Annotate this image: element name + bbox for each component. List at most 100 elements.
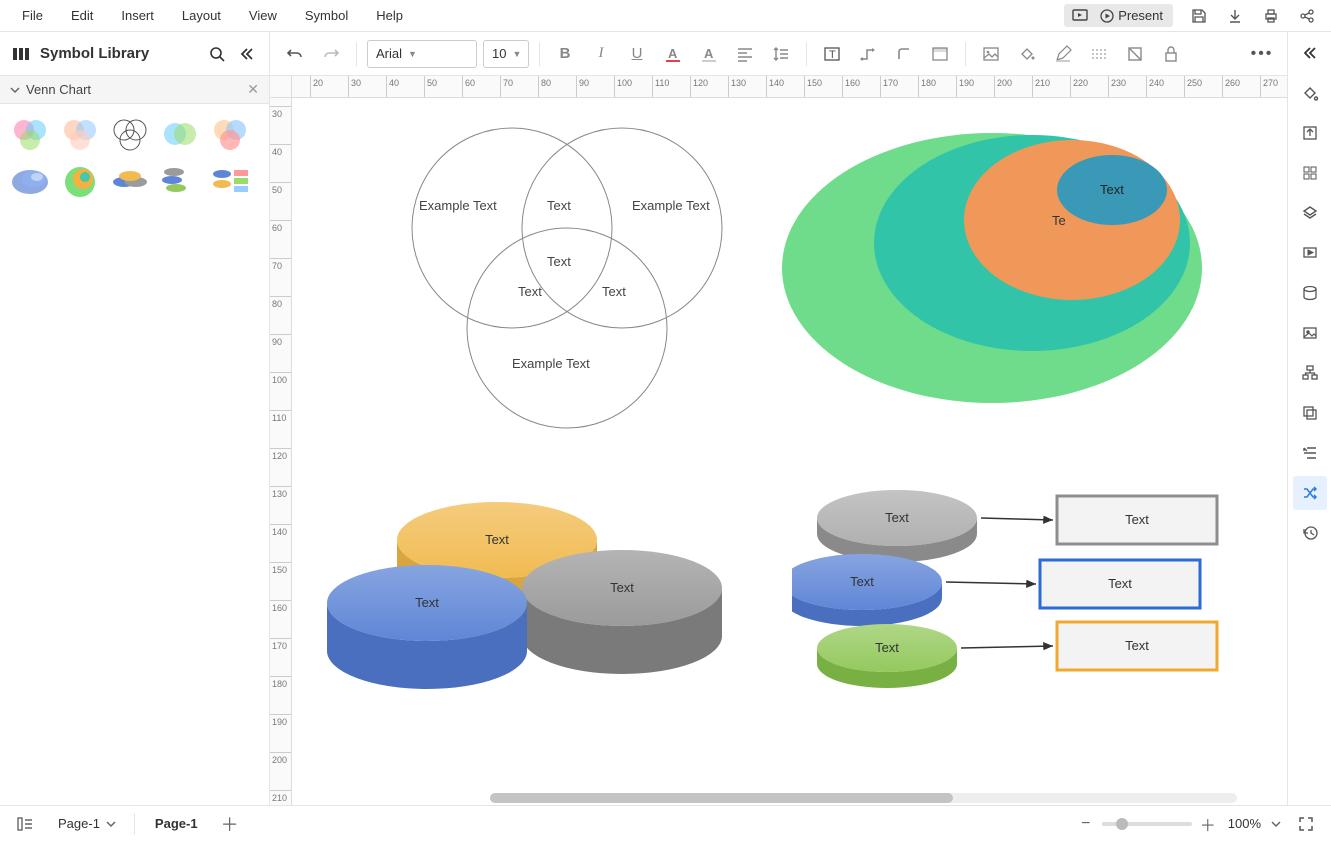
scrollbar-thumb[interactable] [490,793,953,803]
container-icon [931,45,949,63]
italic-button[interactable]: I [586,39,616,69]
rail-image-button[interactable] [1293,316,1327,350]
rail-bucket-button[interactable] [1293,76,1327,110]
fullscreen-button[interactable] [1291,809,1321,839]
rail-collapse-button[interactable] [1288,38,1331,68]
canvas-h-scrollbar[interactable] [490,793,1237,803]
rail-dedent-button[interactable] [1293,436,1327,470]
svg-text:Text: Text [610,580,634,595]
present-mode-button[interactable] [1064,4,1096,27]
menu-view[interactable]: View [235,2,291,29]
font-size-select[interactable]: 10▼ [483,40,529,68]
underline-button[interactable]: U [622,39,652,69]
page[interactable]: Example TextExample TextExample TextText… [292,98,1287,805]
lib-disk-venn[interactable] [108,160,152,200]
menu-help[interactable]: Help [362,2,417,29]
menu-edit[interactable]: Edit [57,2,107,29]
container-button[interactable] [925,39,955,69]
font-family-select[interactable]: Arial▼ [367,40,477,68]
line-spacing-button[interactable] [766,39,796,69]
lib-venn3-outline[interactable] [108,114,152,154]
outline-button[interactable] [10,809,40,839]
venn-3-circle[interactable]: Example TextExample TextExample TextText… [352,118,792,458]
library-section-close[interactable]: ✕ [247,81,259,98]
disk-venn[interactable]: TextTextText [302,478,732,708]
undo-button[interactable] [280,39,310,69]
lib-venn2[interactable] [158,114,202,154]
bold-button[interactable]: B [550,39,580,69]
zoom-in-button[interactable]: ＋ [1198,814,1218,834]
download-button[interactable] [1219,2,1251,30]
align-button[interactable] [730,39,760,69]
zoom-out-button[interactable]: − [1076,814,1096,834]
svg-text:Text: Text [1125,512,1149,527]
rail-layers-button[interactable] [1293,196,1327,230]
svg-text:Text: Text [602,284,626,299]
canvas-scroll[interactable]: Example TextExample TextExample TextText… [292,98,1287,805]
db-icon [1301,284,1319,302]
lib-disk-labels[interactable] [208,160,252,200]
menu-insert[interactable]: Insert [107,2,168,29]
svg-text:Text: Text [547,198,571,213]
present-button[interactable]: Present [1096,4,1173,27]
redo-button[interactable] [316,39,346,69]
print-button[interactable] [1255,2,1287,30]
library-body [0,104,269,210]
rail-shuffle-button[interactable] [1293,476,1327,510]
line-style-button[interactable] [1084,39,1114,69]
connector-button[interactable] [853,39,883,69]
svg-text:Text: Text [1108,576,1132,591]
ruler-horizontal[interactable]: 1020304050607080901001101201301401501601… [292,76,1287,98]
lib-venn3-pastel[interactable] [58,114,102,154]
font-family-value: Arial [376,46,402,61]
picture-button[interactable] [976,39,1006,69]
download-icon [1227,8,1243,24]
present-label: Present [1118,8,1163,23]
ruler-vertical[interactable]: 2030405060708090100110120130140150160170… [270,98,292,805]
add-page-button[interactable]: ＋ [218,812,242,836]
menu-file[interactable]: File [8,2,57,29]
menu-symbol[interactable]: Symbol [291,2,362,29]
export-icon [1301,124,1319,142]
sidebar-collapse-button[interactable] [237,44,257,64]
round-corner-button[interactable] [889,39,919,69]
page-tab[interactable]: Page-1 [145,812,208,835]
shape-toggle-button[interactable] [1120,39,1150,69]
play-circle-icon [1100,9,1114,23]
library-section-header[interactable]: Venn Chart ✕ [0,76,269,104]
text-box-button[interactable]: T [817,39,847,69]
rail-org-button[interactable] [1293,356,1327,390]
disk-list[interactable]: TextTextTextTextTextText [792,488,1232,718]
svg-text:Text: Text [885,510,909,525]
highlight-button[interactable]: A [694,39,724,69]
page-dropdown[interactable]: Page-1 [50,813,124,834]
rail-grid-button[interactable] [1293,156,1327,190]
lib-venn3-soft[interactable] [8,114,52,154]
lock-button[interactable] [1156,39,1186,69]
fill-button[interactable] [1012,39,1042,69]
rail-frames-button[interactable] [1293,396,1327,430]
svg-text:Text: Text [875,640,899,655]
share-button[interactable] [1291,2,1323,30]
rail-export-button[interactable] [1293,116,1327,150]
org-icon [1301,364,1319,382]
toolbar-more-button[interactable]: ••• [1247,39,1277,69]
menu-layout[interactable]: Layout [168,2,235,29]
lib-nested-ellipse[interactable] [8,160,52,200]
lib-nested-circle[interactable] [58,160,102,200]
svg-text:A: A [668,46,678,61]
rail-slides-button[interactable] [1293,236,1327,270]
zoom-slider-thumb[interactable] [1116,818,1128,830]
lib-disk-list[interactable] [158,160,202,200]
save-button[interactable] [1183,2,1215,30]
rail-history-button[interactable] [1293,516,1327,550]
canvas-area: 1020304050607080901001101201301401501601… [270,76,1287,805]
font-color-button[interactable]: A [658,39,688,69]
sidebar-search-button[interactable] [207,44,227,64]
nested-ellipse[interactable]: TeText [782,118,1212,418]
zoom-slider[interactable] [1102,822,1192,826]
stroke-color-button[interactable] [1048,39,1078,69]
lib-venn3-warm[interactable] [208,114,252,154]
rail-db-button[interactable] [1293,276,1327,310]
menubar-right: Present [1064,2,1323,30]
